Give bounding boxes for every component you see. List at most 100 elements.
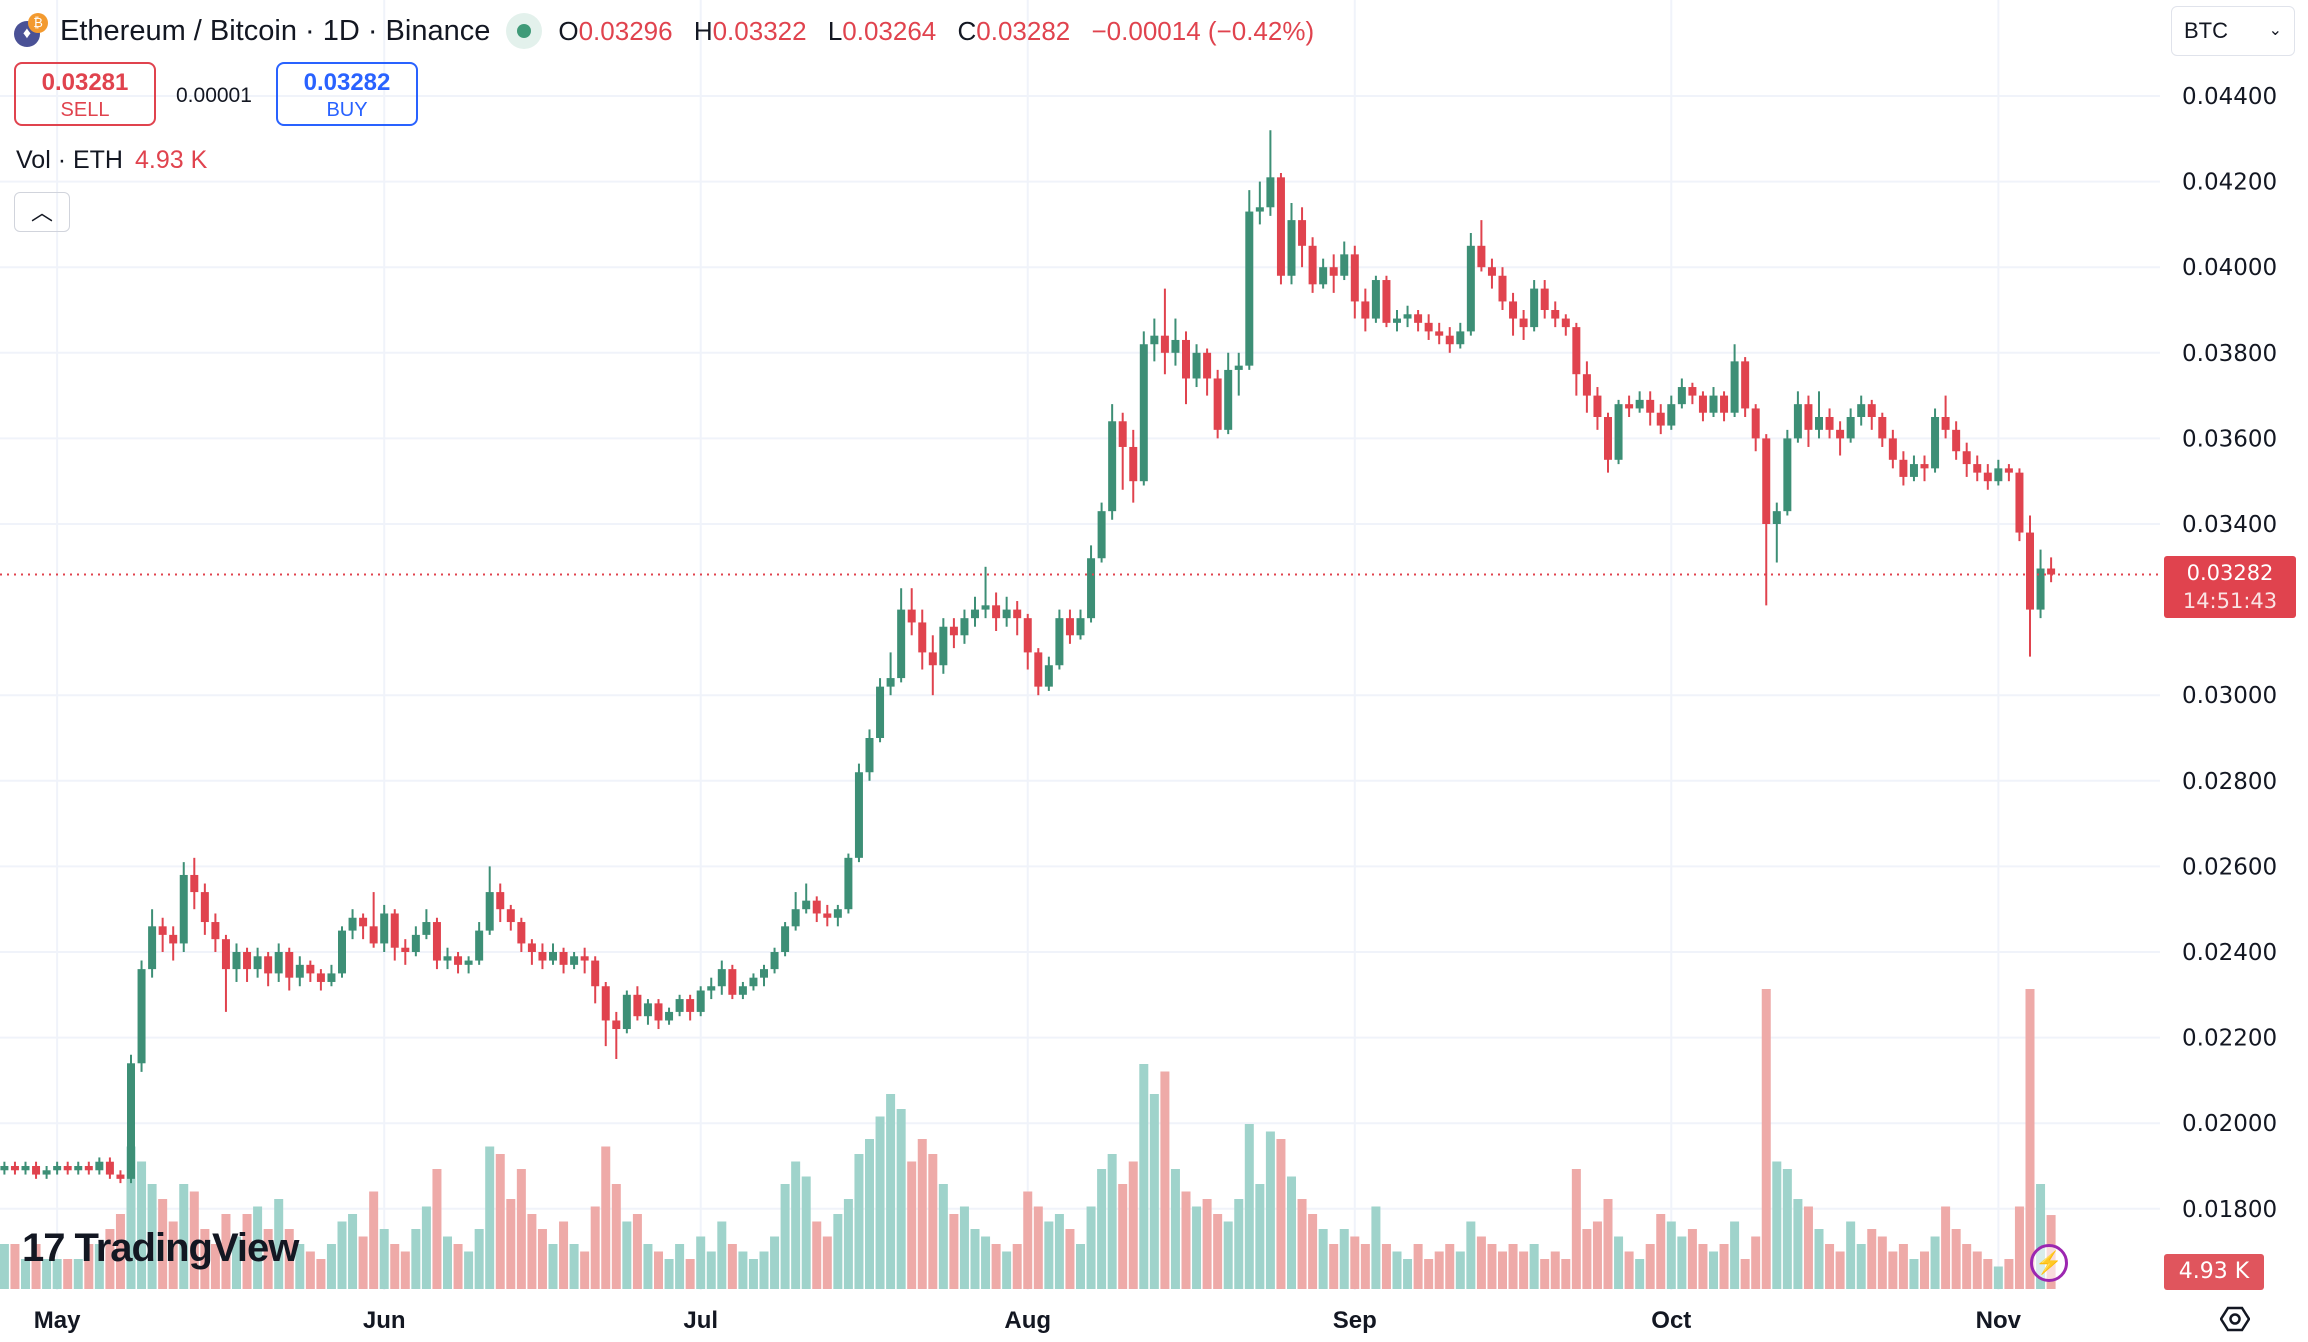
candle-body	[411, 934, 420, 952]
volume-bar	[1508, 1244, 1518, 1289]
candle	[95, 1157, 104, 1175]
logo-text: TradingView	[74, 1226, 300, 1270]
candle	[1646, 391, 1655, 426]
volume-bar	[210, 1244, 220, 1289]
volume-bar	[31, 1244, 41, 1289]
volume-bar	[601, 1146, 611, 1289]
volume-bar	[1803, 1206, 1813, 1289]
candle-body	[876, 686, 885, 738]
candle	[158, 917, 167, 952]
candle-body	[1097, 511, 1106, 559]
volume-bar	[812, 1221, 822, 1289]
candle	[1540, 280, 1549, 319]
tradingview-logo[interactable]: 17 TradingView	[22, 1226, 300, 1271]
candle	[0, 1161, 9, 1175]
volume-bar	[1561, 1259, 1571, 1289]
volume-bar	[896, 1109, 906, 1289]
candle-body	[1931, 417, 1940, 469]
candle	[1329, 254, 1338, 293]
volume-bar	[221, 1214, 231, 1289]
settings-icon[interactable]	[2220, 1304, 2250, 1334]
volume-bar	[1582, 1229, 1592, 1289]
volume-bar	[2025, 989, 2035, 1289]
candle-body	[1540, 288, 1549, 310]
candle-body	[1171, 339, 1180, 353]
candle-body	[1361, 301, 1370, 319]
price-tick-label: 0.02800	[2182, 769, 2277, 795]
volume-bar	[1487, 1244, 1497, 1289]
candle	[359, 913, 368, 940]
candle-body	[823, 913, 832, 918]
candle	[1139, 331, 1148, 486]
time-tick-label: May	[34, 1307, 81, 1334]
candle-body	[570, 956, 579, 965]
candle	[380, 904, 389, 952]
time-axis[interactable]: May Jun Jul Aug Sep Oct Nov	[34, 1307, 2022, 1334]
price-tick-label: 0.03800	[2182, 341, 2277, 367]
candle-body	[760, 969, 768, 978]
candle-body	[1572, 327, 1581, 375]
volume-bar	[590, 1206, 600, 1289]
candle	[1867, 399, 1876, 430]
lightning-icon[interactable]: ⚡	[2030, 1244, 2068, 1282]
candle-body	[1909, 464, 1918, 477]
candle	[707, 977, 716, 1000]
candle	[506, 904, 515, 931]
volume-legend[interactable]: Vol · ETH 4.93 K	[16, 146, 207, 175]
volume-bar	[63, 1259, 73, 1289]
candle-body	[1857, 404, 1866, 417]
candle-body	[2004, 468, 2013, 473]
candle	[1435, 322, 1444, 345]
market-status-icon[interactable]	[506, 13, 543, 49]
candle	[1065, 609, 1074, 644]
candle-body	[1698, 395, 1707, 413]
candle	[1593, 387, 1602, 430]
candle-body	[1287, 220, 1296, 276]
sell-button[interactable]: 0.03281 SELL	[14, 62, 156, 126]
candle	[1804, 395, 1813, 447]
candle-body	[1751, 408, 1760, 439]
ohlc-values: O0.03296 H0.03322 L0.03264 C0.03282 −0.0…	[558, 16, 1328, 47]
buy-button[interactable]: 0.03282 BUY	[276, 62, 418, 126]
time-tick-label: Nov	[1976, 1307, 2022, 1334]
candle	[211, 913, 220, 952]
candle	[1266, 130, 1275, 216]
candle-body	[2015, 472, 2024, 533]
collapse-legend-button[interactable]: ︿	[14, 192, 70, 232]
volume-bar	[189, 1191, 199, 1289]
candle	[232, 943, 241, 982]
candle-body	[1530, 288, 1539, 328]
candle	[591, 956, 600, 1004]
volume-bar	[295, 1244, 305, 1289]
currency-selector[interactable]: BTC ⌄	[2171, 6, 2295, 56]
candle	[781, 922, 790, 957]
candle-body	[1245, 211, 1254, 366]
candle	[1931, 408, 1940, 473]
candle	[2026, 515, 2034, 657]
candle	[1129, 429, 1138, 503]
volume-bar	[1308, 1214, 1318, 1289]
candle	[338, 926, 346, 978]
candle-body	[1783, 438, 1792, 512]
candle	[10, 1161, 19, 1175]
candle	[105, 1157, 114, 1179]
candle-body	[42, 1170, 51, 1175]
candle-body	[1730, 361, 1739, 413]
candle-body	[1118, 421, 1127, 447]
volume-bar	[284, 1229, 294, 1289]
candle-body	[1952, 429, 1961, 452]
candle-body	[928, 652, 937, 666]
candle	[918, 609, 927, 670]
candle-body	[1962, 451, 1971, 465]
candle	[823, 904, 832, 927]
volume-bar	[2014, 1206, 2024, 1289]
volume-bar	[1898, 1244, 1908, 1289]
candle	[1445, 327, 1454, 353]
sell-label: SELL	[60, 99, 110, 121]
symbol-title[interactable]: Ethereum / Bitcoin · 1D · Binance	[60, 14, 491, 47]
price-axis[interactable]: 0.04400 0.04200 0.04000 0.03800 0.03600 0.034…	[2182, 84, 2277, 1223]
volume-bar	[1962, 1244, 1972, 1289]
candle	[1002, 596, 1011, 627]
candle	[1857, 395, 1866, 426]
